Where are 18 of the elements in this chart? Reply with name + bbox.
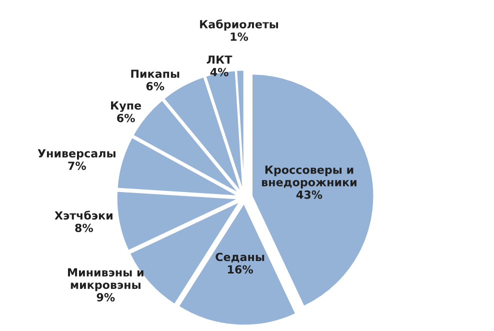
data-label: 7%	[68, 162, 86, 170]
slice-label: Универсалы	[38, 149, 116, 160]
slice-label: Хэтчбэки	[54, 210, 112, 220]
slice-label: Кабриолеты	[200, 19, 278, 31]
data-label: 16%	[228, 265, 253, 274]
data-label: 43%	[296, 190, 322, 199]
slice-label: Купе	[111, 101, 142, 112]
slice-label: ЛКТ	[206, 56, 232, 64]
data-label: 9%	[96, 293, 115, 302]
slice-label: Кроссоверы и внедорожники	[262, 166, 356, 189]
data-label: 6%	[117, 114, 135, 122]
slice-label: Седаны	[216, 252, 264, 263]
data-label: 1%	[230, 32, 248, 41]
data-label: 6%	[146, 82, 164, 90]
slice-label: Пикапы	[131, 70, 180, 78]
data-label: 4%	[210, 68, 228, 76]
data-label: 8%	[75, 224, 94, 232]
slice-label: Минивэны и микровэны	[68, 268, 144, 292]
